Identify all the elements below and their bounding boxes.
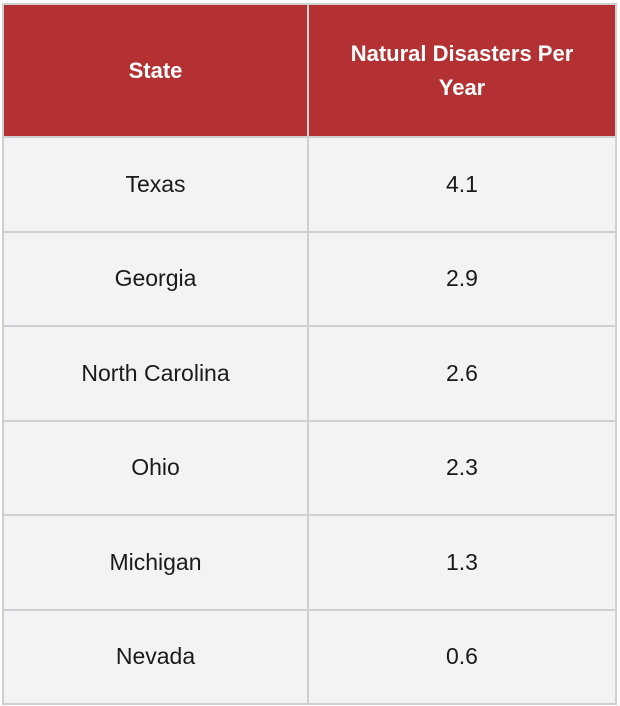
cell-disasters-value: 0.6: [309, 610, 615, 703]
cell-disasters-value: 2.3: [309, 421, 615, 514]
table-row: North Carolina 2.6: [4, 327, 615, 420]
cell-state: Texas: [4, 138, 307, 231]
table-row: Ohio 2.3: [4, 421, 615, 514]
cell-disasters-value: 1.3: [309, 516, 615, 609]
table-row: Nevada 0.6: [4, 610, 615, 703]
cell-disasters-value: 4.1: [309, 138, 615, 231]
data-table-container: State Natural Disasters Per Year Texas 4…: [2, 3, 617, 705]
cell-state: Michigan: [4, 516, 307, 609]
cell-state: Nevada: [4, 610, 307, 703]
table-header-row: State Natural Disasters Per Year: [4, 5, 615, 136]
table-row: Georgia 2.9: [4, 232, 615, 325]
cell-disasters-value: 2.6: [309, 327, 615, 420]
natural-disasters-table: State Natural Disasters Per Year Texas 4…: [2, 3, 617, 705]
cell-disasters-value: 2.9: [309, 232, 615, 325]
column-header-state: State: [4, 5, 307, 136]
cell-state: Georgia: [4, 232, 307, 325]
cell-state: Ohio: [4, 421, 307, 514]
table-row: Michigan 1.3: [4, 516, 615, 609]
table-row: Texas 4.1: [4, 138, 615, 231]
cell-state: North Carolina: [4, 327, 307, 420]
column-header-disasters: Natural Disasters Per Year: [309, 5, 615, 136]
